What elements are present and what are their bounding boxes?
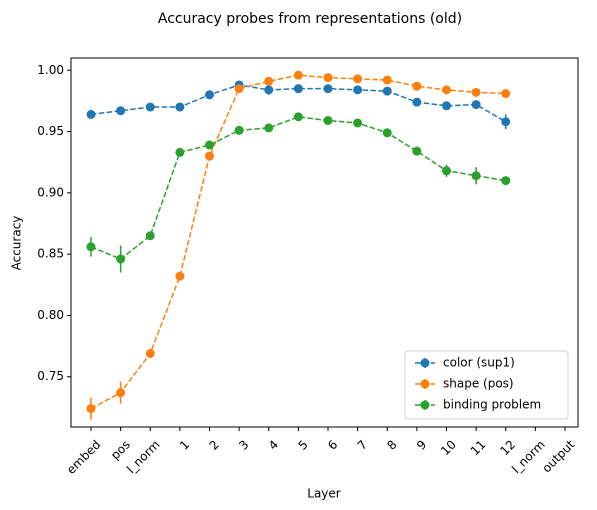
marker — [234, 125, 244, 135]
marker — [471, 171, 481, 181]
marker — [323, 73, 333, 83]
marker — [145, 231, 155, 241]
marker — [412, 97, 422, 107]
marker — [353, 85, 363, 95]
legend-marker — [420, 358, 430, 368]
y-tick-label: 0.95 — [37, 124, 64, 138]
marker — [501, 89, 511, 99]
x-tick-label: 7 — [355, 437, 370, 452]
legend-marker — [420, 400, 430, 410]
marker — [264, 85, 274, 95]
marker — [501, 176, 511, 186]
marker — [382, 128, 392, 138]
marker — [145, 102, 155, 112]
x-tick-label: 1 — [177, 437, 192, 452]
marker — [471, 100, 481, 110]
marker — [264, 123, 274, 133]
marker — [86, 242, 96, 252]
x-tick-label: pos — [108, 437, 133, 462]
marker — [412, 146, 422, 156]
x-tick-label: 2 — [207, 437, 222, 452]
marker — [382, 75, 392, 85]
marker — [353, 74, 363, 84]
marker — [175, 147, 185, 157]
y-tick-label: 1.00 — [37, 63, 64, 77]
legend-box — [404, 350, 569, 420]
marker — [442, 166, 451, 176]
marker — [264, 76, 274, 86]
marker — [412, 81, 422, 91]
x-tick-label: 10 — [438, 437, 459, 458]
marker — [471, 87, 481, 97]
marker — [116, 106, 126, 116]
marker — [116, 254, 126, 264]
series-line — [90, 84, 507, 123]
marker — [116, 388, 126, 398]
legend-label: color (sup1) — [443, 356, 515, 370]
marker — [323, 84, 333, 94]
x-tick-label: 6 — [325, 437, 340, 452]
x-tick-label: 8 — [384, 437, 399, 452]
x-tick-label: 4 — [266, 437, 281, 452]
legend-marker — [420, 379, 430, 389]
x-tick-label: 9 — [414, 437, 429, 452]
marker — [86, 109, 96, 119]
y-axis-label: Accuracy — [10, 216, 24, 271]
marker — [145, 348, 155, 358]
x-axis-label: Layer — [307, 487, 341, 501]
marker — [293, 84, 303, 94]
x-tick-label: embed — [64, 437, 103, 476]
marker — [293, 70, 303, 80]
chart-title: Accuracy probes from representations (ol… — [158, 11, 462, 27]
series-line — [90, 116, 506, 260]
marker — [234, 84, 244, 94]
y-tick-label: 0.80 — [37, 308, 64, 322]
marker — [382, 86, 392, 96]
marker — [323, 116, 333, 126]
marker — [353, 118, 363, 128]
legend-label: shape (pos) — [443, 377, 514, 391]
legend-label: binding problem — [443, 398, 541, 412]
x-tick-label: 11 — [468, 437, 489, 458]
marker — [442, 101, 451, 111]
y-tick-label: 0.75 — [37, 369, 64, 383]
marker — [205, 90, 214, 100]
marker — [205, 140, 214, 150]
marker — [175, 102, 185, 112]
marker — [86, 404, 96, 414]
x-tick-label: 5 — [295, 437, 310, 452]
marker — [501, 117, 511, 127]
marker — [205, 151, 214, 161]
x-tick-label: 12 — [497, 437, 518, 458]
plot-frame — [70, 57, 579, 428]
x-tick-label: output — [539, 437, 577, 475]
marker — [175, 271, 185, 281]
y-tick-label: 0.90 — [37, 185, 64, 199]
x-tick-label: l_norm — [509, 437, 548, 476]
marker — [293, 112, 303, 122]
y-tick-label: 0.85 — [37, 247, 64, 261]
x-tick-label: l_norm — [124, 437, 163, 476]
x-tick-label: 3 — [236, 437, 251, 452]
marker — [442, 85, 451, 95]
